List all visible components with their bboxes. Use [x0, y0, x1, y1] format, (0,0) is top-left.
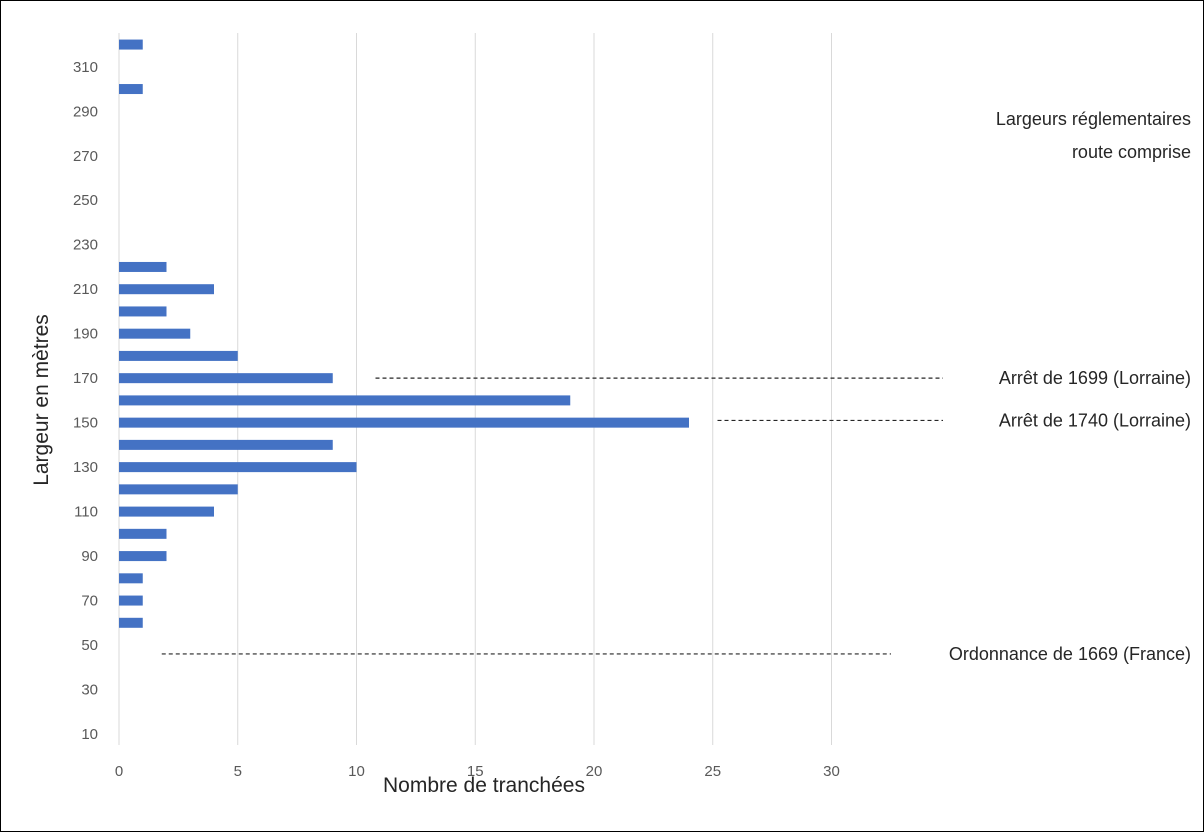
- bar-70: [119, 595, 143, 606]
- reference-label-1: Arrêt de 1699 (Lorraine): [999, 368, 1191, 388]
- x-tick-label: 30: [823, 763, 840, 780]
- bars: [119, 39, 689, 628]
- y-tick-label: 10: [81, 726, 98, 743]
- bar-320: [119, 39, 143, 50]
- y-tick-label: 270: [73, 148, 98, 165]
- bar-300: [119, 84, 143, 95]
- bar-90: [119, 551, 167, 562]
- y-tick-label: 90: [81, 548, 98, 565]
- bar-140: [119, 439, 333, 450]
- y-tick-label: 70: [81, 593, 98, 610]
- reference-label-3: Ordonnance de 1669 (France): [949, 644, 1191, 664]
- bar-100: [119, 528, 167, 539]
- y-tick-label: 130: [73, 459, 98, 476]
- bar-80: [119, 573, 143, 584]
- bar-60: [119, 617, 143, 628]
- bar-120: [119, 484, 238, 495]
- y-tick-label: 230: [73, 237, 98, 254]
- bar-200: [119, 306, 167, 317]
- x-tick-label: 25: [704, 763, 721, 780]
- y-tick-label: 150: [73, 415, 98, 432]
- y-tick-label: 250: [73, 192, 98, 209]
- y-tick-label: 310: [73, 59, 98, 76]
- x-axis-ticks: 0 5 10 15 20 25 30: [115, 763, 840, 780]
- bar-150: [119, 417, 689, 428]
- x-tick-label: 20: [586, 763, 603, 780]
- bar-220: [119, 261, 167, 272]
- bar-110: [119, 506, 214, 517]
- bar-170: [119, 373, 333, 384]
- bar-190: [119, 328, 191, 339]
- y-tick-label: 290: [73, 103, 98, 120]
- y-axis-ticks: 10 30 50 70 90 110 130 150 170 190 210 230 250 270 290…: [73, 59, 98, 743]
- y-axis-title: Largeur en mètres: [30, 314, 53, 486]
- x-tick-label: 15: [467, 763, 484, 780]
- bar-180: [119, 350, 238, 361]
- bar-160: [119, 395, 571, 406]
- legend-title-line-1: Largeurs réglementaires: [996, 109, 1191, 129]
- x-tick-label: 0: [115, 763, 123, 780]
- gridlines: [118, 33, 832, 745]
- x-tick-label: 10: [348, 763, 365, 780]
- y-tick-label: 210: [73, 281, 98, 298]
- bar-210: [119, 284, 214, 295]
- x-axis-title: Nombre de tranchées: [383, 774, 585, 797]
- y-tick-label: 190: [73, 326, 98, 343]
- x-tick-label: 5: [234, 763, 242, 780]
- annotations: Arrêt de 1699 (Lorraine) Arrêt de 1740 (L…: [161, 368, 1191, 664]
- y-tick-label: 110: [74, 504, 98, 521]
- legend-title-line-2: route comprise: [1072, 142, 1191, 162]
- y-tick-label: 170: [73, 370, 98, 387]
- y-tick-label: 50: [81, 637, 98, 654]
- y-tick-label: 30: [81, 682, 98, 699]
- bar-130: [119, 462, 357, 473]
- reference-label-2: Arrêt de 1740 (Lorraine): [999, 410, 1191, 430]
